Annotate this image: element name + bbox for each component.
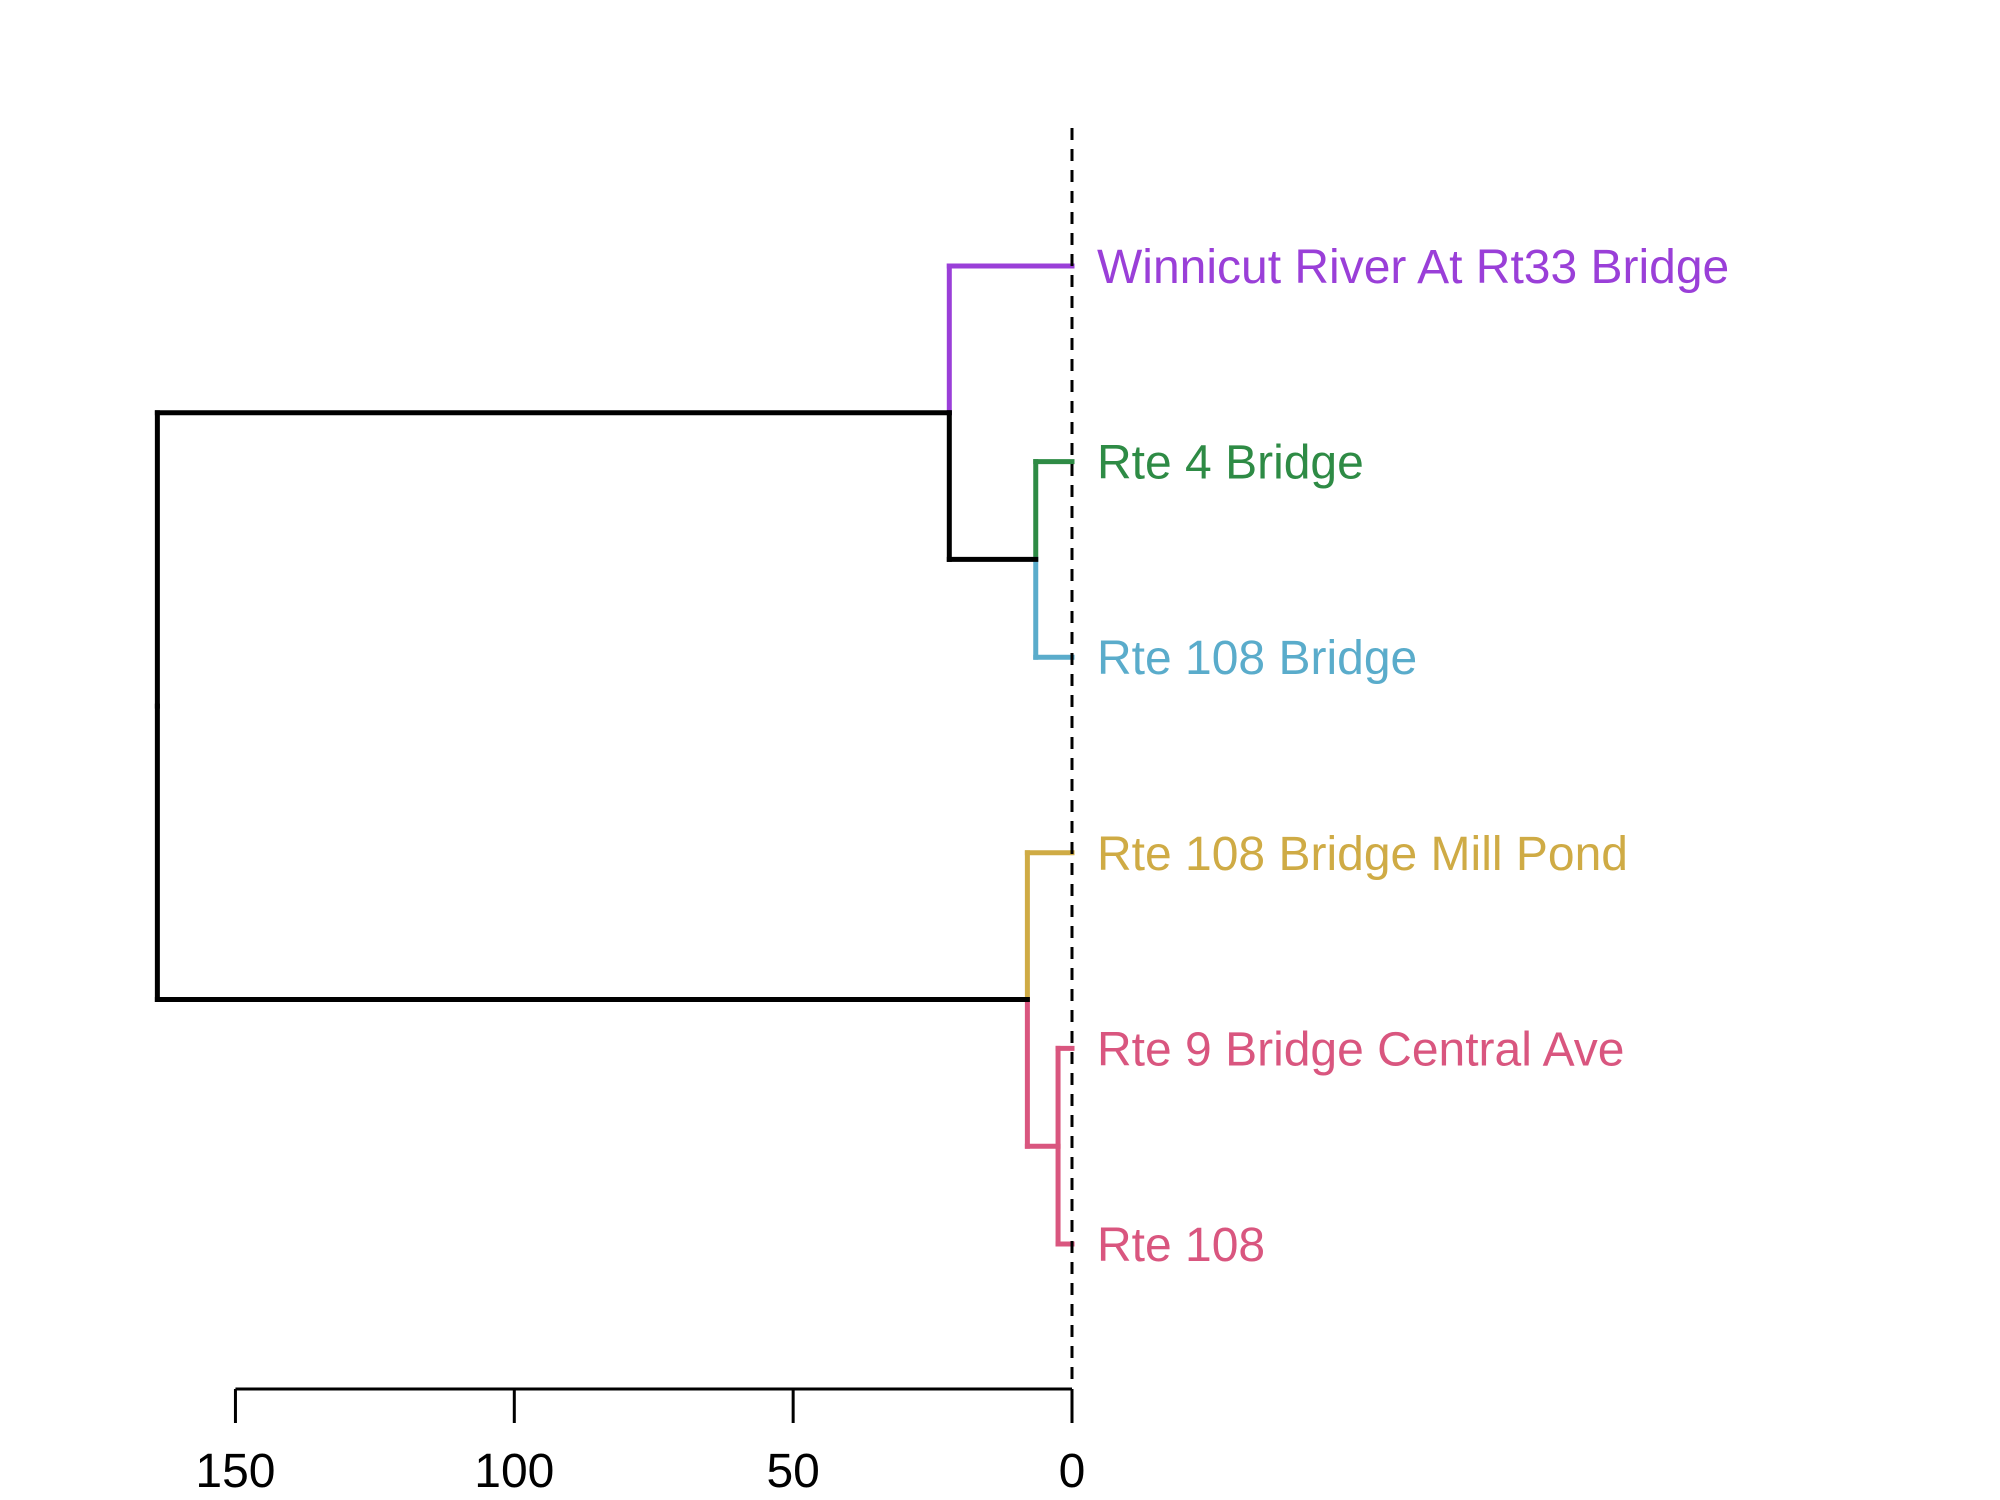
dendrogram-branches	[154, 263, 1075, 1247]
leaf-label: Winnicut River At Rt33 Bridge	[1097, 241, 1729, 294]
leaf-labels: Winnicut River At Rt33 Bridge Rte 4 Bridg…	[1097, 241, 1729, 1272]
leaf-label: Rte 108 Bridge	[1097, 632, 1417, 685]
leaf-label: Rte 108 Bridge Mill Pond	[1097, 828, 1628, 881]
x-tick-label: 150	[195, 1445, 275, 1498]
leaf-label: Rte 9 Bridge Central Ave	[1097, 1023, 1624, 1076]
x-tick-label: 50	[766, 1445, 819, 1498]
leaf-label: Rte 108	[1097, 1219, 1265, 1272]
x-tick-label: 0	[1059, 1445, 1086, 1498]
x-axis: 150 100 50 0	[195, 1387, 1086, 1498]
leaf-label: Rte 4 Bridge	[1097, 437, 1364, 490]
x-tick-label: 100	[474, 1445, 554, 1498]
